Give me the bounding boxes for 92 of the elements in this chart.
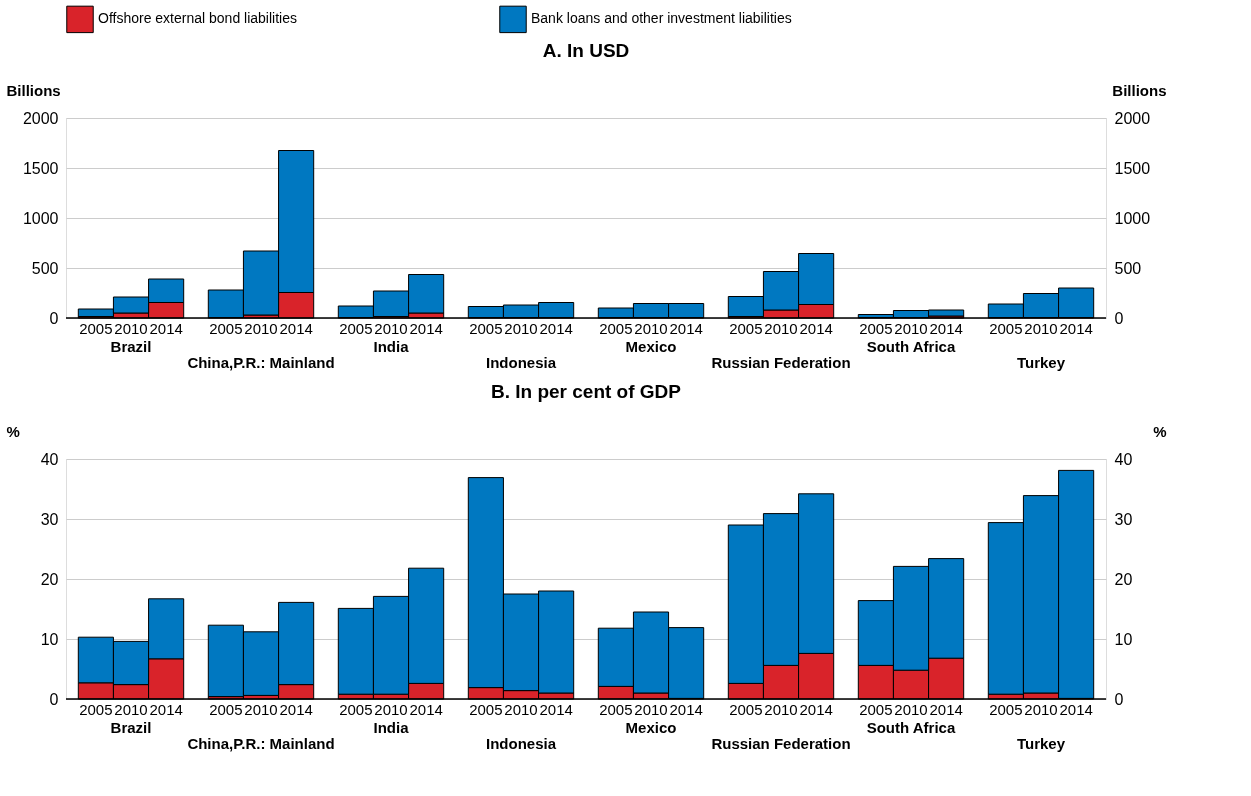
y-tick-label: 2000	[22, 109, 59, 127]
x-tick-label: 2014	[799, 701, 833, 718]
x-tick-label: 2005	[469, 320, 503, 337]
x-tick-label: 2005	[209, 701, 243, 718]
x-tick-label: 2014	[669, 701, 703, 718]
text: Indonesia	[485, 354, 557, 371]
text: China,P.R.: Mainland	[187, 735, 335, 752]
x-tick-label: 2014	[149, 701, 183, 718]
x-tick-label: 2005	[599, 701, 633, 718]
y-axis-title: Billions	[6, 81, 61, 99]
x-tick-label: 2014	[539, 701, 573, 718]
y-tick-label: 1500	[22, 159, 59, 177]
x-tick-label: 2014	[929, 701, 963, 718]
text: India	[373, 719, 410, 736]
chart-title: A. In USD	[542, 40, 630, 61]
y2-tick-label: 10	[1114, 630, 1133, 648]
text: Mexico	[625, 719, 677, 736]
x-tick-label: 2014	[279, 320, 313, 337]
text: Indonesia	[485, 735, 557, 752]
text: Russian Federation	[711, 735, 851, 752]
y2-tick-label: 20	[1114, 570, 1133, 588]
x-tick-label: 2010	[634, 320, 668, 337]
x-tick-label: 2014	[539, 320, 573, 337]
y-tick-label: 0	[49, 690, 59, 708]
x-tick-label: 2010	[504, 320, 538, 337]
x-tick-label: 2014	[929, 320, 963, 337]
x-tick-label: 2005	[729, 320, 763, 337]
x-tick-label: 2014	[1059, 320, 1093, 337]
x-tick-label: 2005	[599, 320, 633, 337]
x-tick-label: 2014	[409, 701, 443, 718]
x-tick-label: 2010	[504, 701, 538, 718]
y-tick-label: 40	[40, 450, 59, 468]
text: Brazil	[110, 719, 152, 736]
y2-axis-title: %	[1153, 422, 1167, 440]
x-tick-label: 2014	[669, 320, 703, 337]
chart-title: B. In per cent of GDP	[490, 381, 682, 402]
x-tick-label: 2010	[634, 701, 668, 718]
x-tick-label: 2010	[1024, 701, 1058, 718]
y-tick-label: 30	[40, 510, 59, 528]
y2-tick-label: 40	[1114, 450, 1133, 468]
x-tick-label: 2010	[244, 320, 278, 337]
x-tick-label: 2005	[339, 320, 373, 337]
x-tick-label: 2010	[244, 701, 278, 718]
text: South Africa	[866, 719, 956, 736]
text: Russian Federation	[711, 354, 851, 371]
x-tick-label: 2005	[209, 320, 243, 337]
x-tick-label: 2005	[79, 701, 113, 718]
x-tick-label: 2014	[1059, 701, 1093, 718]
x-tick-label: 2014	[799, 320, 833, 337]
y-tick-label: 500	[31, 259, 59, 277]
y2-tick-label: 500	[1114, 259, 1142, 277]
x-tick-label: 2010	[114, 320, 148, 337]
x-tick-label: 2005	[859, 701, 893, 718]
x-tick-label: 2005	[79, 320, 113, 337]
x-tick-label: 2014	[149, 320, 183, 337]
text: Turkey	[1016, 735, 1066, 752]
text: South Africa	[866, 338, 956, 355]
text: Turkey	[1016, 354, 1066, 371]
x-tick-label: 2010	[894, 320, 928, 337]
legend-label: Offshore external bond liabilities	[98, 10, 297, 27]
y2-tick-label: 30	[1114, 510, 1133, 528]
y-tick-label: 1000	[22, 209, 59, 227]
x-tick-label: 2010	[374, 701, 408, 718]
x-tick-label: 2005	[469, 701, 503, 718]
y-tick-label: 20	[40, 570, 59, 588]
x-tick-label: 2010	[114, 701, 148, 718]
x-tick-label: 2010	[764, 701, 798, 718]
x-tick-label: 2014	[279, 701, 313, 718]
x-tick-label: 2010	[374, 320, 408, 337]
y-axis-title: %	[6, 422, 20, 440]
text: India	[373, 338, 410, 355]
x-tick-label: 2005	[989, 701, 1023, 718]
text: Mexico	[625, 338, 677, 355]
x-tick-label: 2005	[989, 320, 1023, 337]
legend-label: Bank loans and other investment liabilities	[531, 10, 792, 27]
x-tick-label: 2010	[764, 320, 798, 337]
y2-axis-title: Billions	[1112, 81, 1167, 99]
y2-tick-label: 1000	[1114, 209, 1151, 227]
y2-tick-label: 1500	[1114, 159, 1151, 177]
y2-tick-label: 0	[1114, 309, 1124, 327]
y-tick-label: 0	[49, 309, 59, 327]
text: Brazil	[110, 338, 152, 355]
y-tick-label: 10	[40, 630, 59, 648]
x-tick-label: 2014	[409, 320, 443, 337]
x-tick-label: 2010	[1024, 320, 1058, 337]
x-tick-label: 2005	[729, 701, 763, 718]
text: China,P.R.: Mainland	[187, 354, 335, 371]
y2-tick-label: 0	[1114, 690, 1124, 708]
x-tick-label: 2005	[859, 320, 893, 337]
x-tick-label: 2010	[894, 701, 928, 718]
y2-tick-label: 2000	[1114, 109, 1151, 127]
x-tick-label: 2005	[339, 701, 373, 718]
